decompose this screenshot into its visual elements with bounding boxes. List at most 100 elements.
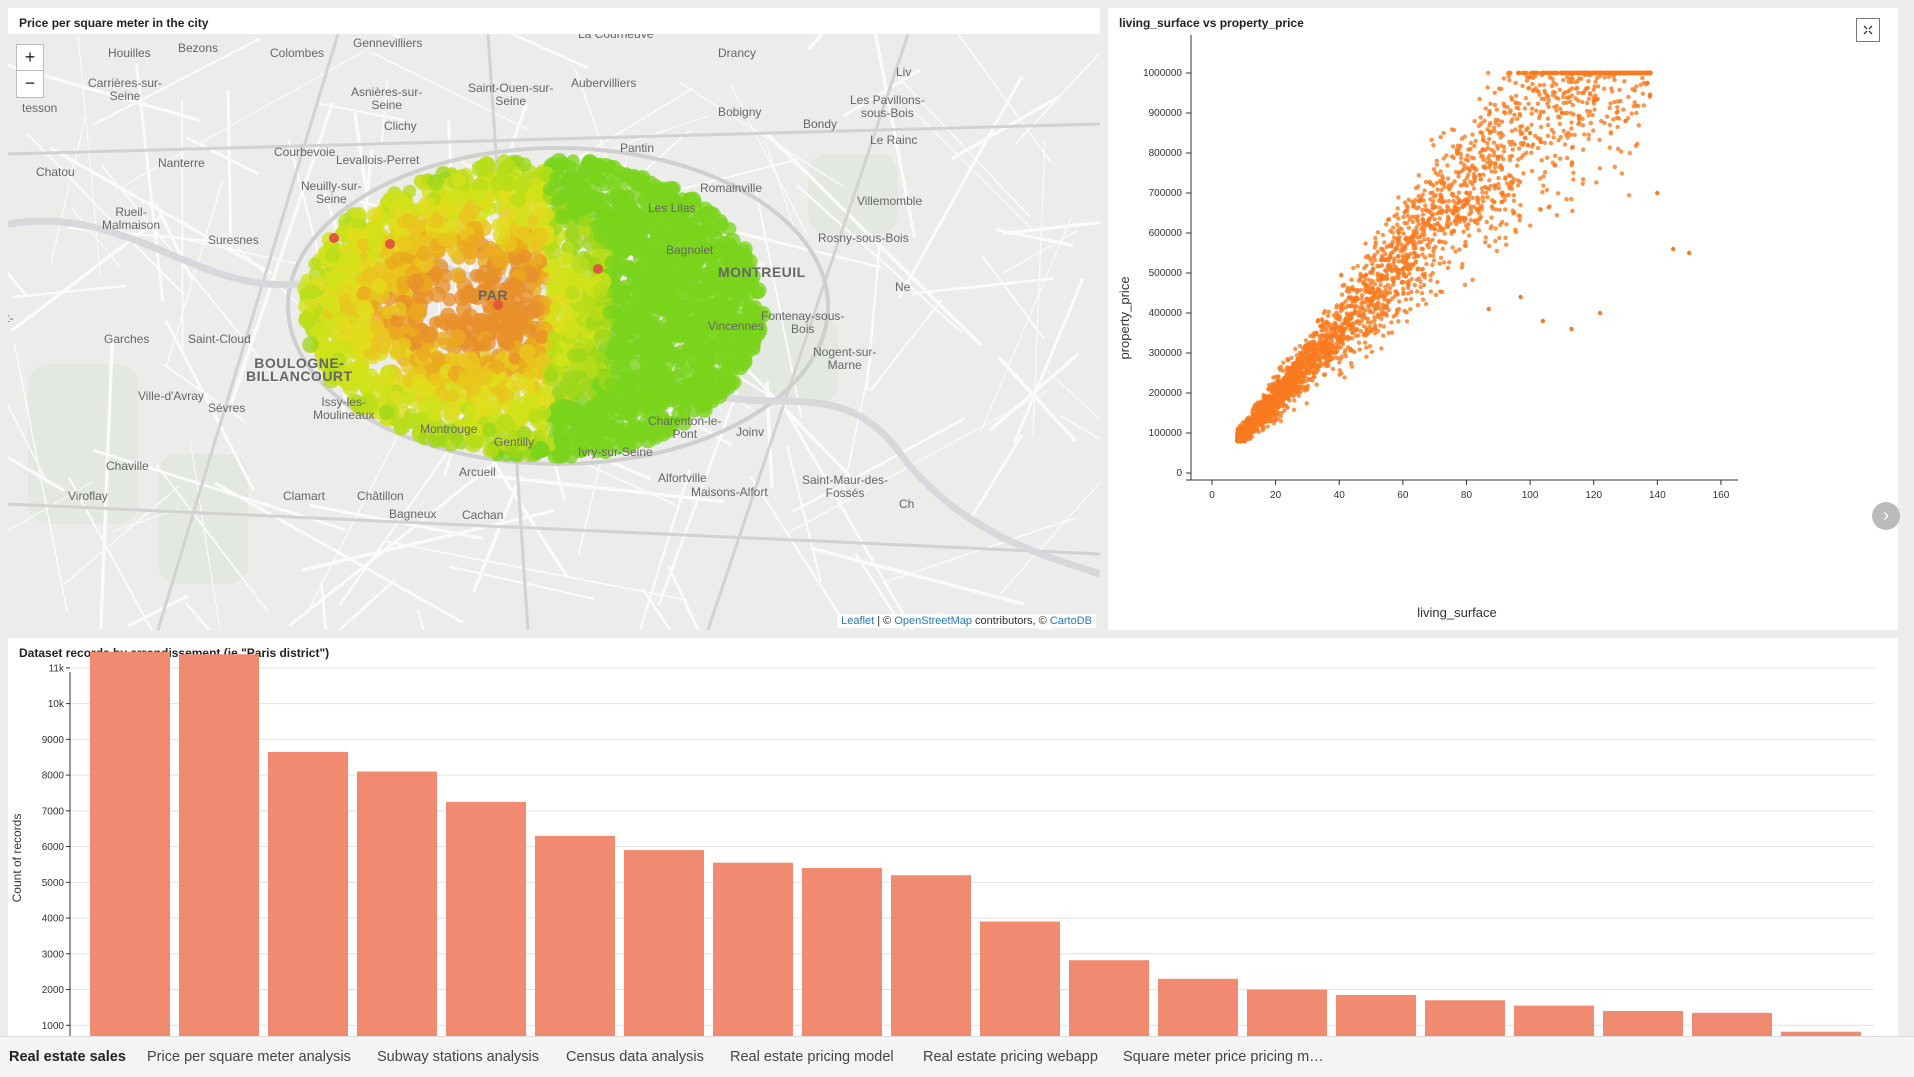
price-dot [691, 315, 705, 329]
scatter-point [1473, 139, 1477, 143]
map-place-label: Colombes [270, 47, 324, 60]
scatter-point [1459, 160, 1463, 164]
scatter-point [1431, 249, 1435, 253]
price-dot [528, 409, 543, 424]
scatter-point [1571, 177, 1575, 181]
scatter-point [1617, 116, 1621, 120]
scatter-y-tick-label: 700000 [1149, 188, 1183, 199]
scatter-x-tick-label: 160 [1713, 490, 1730, 501]
scatter-point [1407, 226, 1411, 230]
scatter-point [1463, 240, 1467, 244]
street-line [78, 37, 100, 277]
scatter-point [1384, 222, 1388, 226]
scatter-x-tick-label: 140 [1649, 490, 1666, 501]
scatter-point [1551, 80, 1555, 84]
price-dot [375, 382, 391, 398]
scatter-point [1493, 239, 1497, 243]
scatter-point [1555, 213, 1559, 217]
price-dot [666, 326, 680, 340]
scatter-point [1481, 199, 1485, 203]
price-dot [445, 351, 458, 364]
street-line [418, 610, 440, 630]
map-place-label: Levallois-Perret [336, 154, 419, 167]
attribution-sep: | © [874, 615, 894, 627]
scatter-point [1416, 266, 1420, 270]
scatter-point [1569, 111, 1573, 115]
price-dot [681, 279, 697, 295]
scatter-point [1487, 137, 1491, 141]
scatter-point [1416, 214, 1420, 218]
price-dot [659, 298, 676, 315]
scatter-point [1292, 398, 1296, 402]
scatter-point [1499, 87, 1503, 91]
street-line [970, 435, 1022, 520]
scatter-point [1634, 111, 1638, 115]
scatter-point [1485, 160, 1489, 164]
scatter-point [1497, 186, 1501, 190]
scatter-point [1366, 320, 1370, 324]
map-canvas[interactable] [8, 34, 1100, 630]
scatter-point [1451, 199, 1455, 203]
cartodb-link[interactable]: CartoDB [1050, 615, 1092, 627]
scatter-point [1483, 240, 1487, 244]
scatter-point [1537, 71, 1541, 75]
zoom-out-button[interactable]: − [16, 70, 44, 98]
scatter-point [1635, 142, 1639, 146]
scatter-point [1416, 205, 1420, 209]
price-dot [367, 207, 383, 223]
map-place-label: Garches [104, 333, 149, 346]
scatter-point [1382, 240, 1386, 244]
scatter-point [1417, 173, 1421, 177]
scatter-point [1350, 336, 1354, 340]
scatter-point [1607, 106, 1611, 110]
price-dot [519, 288, 534, 303]
scatter-point [1585, 101, 1589, 105]
price-dot [354, 358, 370, 374]
scatter-point [1416, 219, 1420, 223]
scatter-x-tick-label: 0 [1209, 490, 1215, 501]
scatter-y-tick-label: 100000 [1149, 428, 1183, 439]
price-dot [407, 274, 424, 291]
price-dot [502, 237, 517, 252]
price-dot [399, 197, 413, 211]
scatter-x-tick-label: 40 [1334, 490, 1346, 501]
price-dot [704, 207, 721, 224]
scatter-point [1434, 293, 1438, 297]
price-dot [325, 248, 340, 263]
scatter-point [1538, 207, 1542, 211]
street-line [1014, 279, 1083, 444]
scatter-point [1379, 283, 1383, 287]
scatter-point [1569, 197, 1573, 201]
map-place-label: Ivry-sur-Seine [578, 446, 653, 459]
map-attribution: Leaflet | © OpenStreetMap contributors, … [837, 614, 1096, 628]
price-dot [523, 304, 539, 320]
scatter-point [1489, 215, 1493, 219]
price-dot [530, 227, 548, 245]
scatter-point [1511, 147, 1515, 151]
scatter-point [1533, 134, 1537, 138]
scatter-point [1447, 260, 1451, 264]
zoom-in-button[interactable]: + [16, 44, 44, 72]
price-dot [421, 326, 438, 343]
street-line [1002, 199, 1100, 233]
scatter-point [1482, 158, 1486, 162]
openstreetmap-link[interactable]: OpenStreetMap [894, 615, 972, 627]
map-place-label: Cachan [462, 509, 503, 522]
scatter-point [1502, 76, 1506, 80]
map-place-label: Suresnes [208, 234, 259, 247]
scatter-y-tick-label: 0 [1176, 468, 1182, 479]
scatter-point [1561, 78, 1565, 82]
scatter-point [1539, 125, 1543, 129]
price-dot [605, 377, 618, 390]
scatter-point [1484, 191, 1488, 195]
map-place-label: Bobigny [718, 106, 761, 119]
leaflet-link[interactable]: Leaflet [841, 615, 874, 627]
price-dot [484, 313, 500, 329]
map-place-label: Arcueil [459, 466, 496, 479]
scatter-point [1580, 91, 1584, 95]
street-line [911, 278, 1054, 293]
scatter-point [1456, 174, 1460, 178]
scatter-point [1536, 146, 1540, 150]
